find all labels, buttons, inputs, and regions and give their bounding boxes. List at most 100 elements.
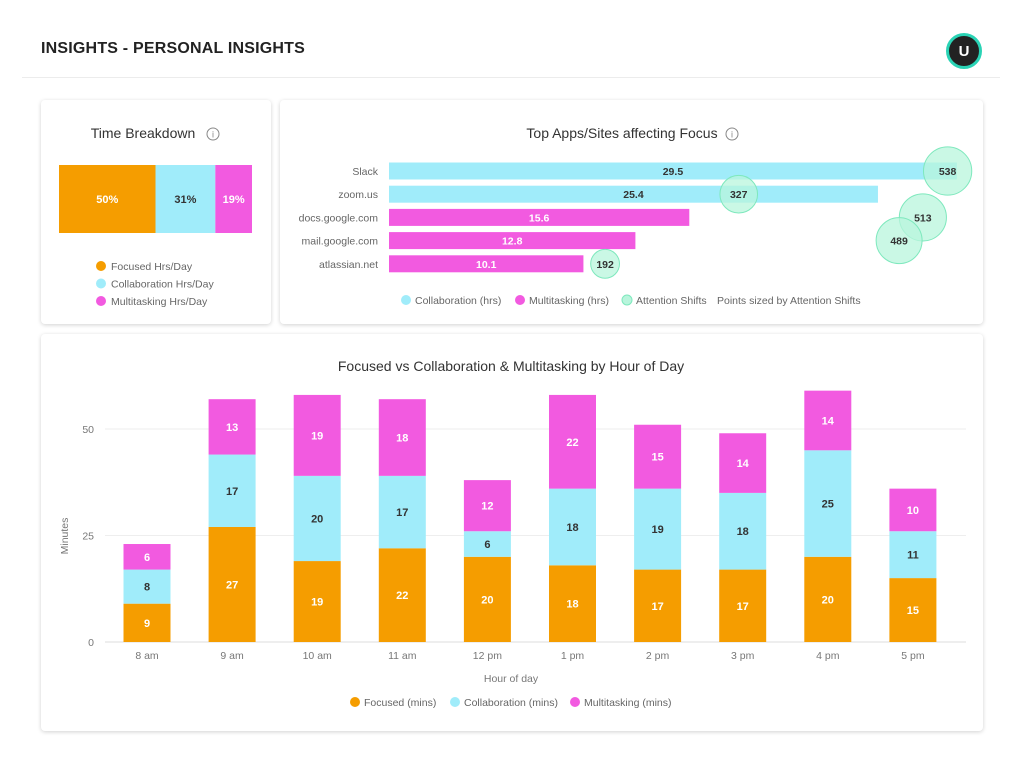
bar-value: 22 [566,437,578,449]
app-bar-collaboration[interactable] [389,162,957,180]
x-tick-label: 2 pm [646,650,670,662]
bar-multitasking[interactable] [719,433,767,493]
bar-value: 19 [311,597,323,609]
bar-multitasking[interactable] [293,394,341,476]
app-bar-value: 29.5 [663,166,684,178]
legend-dot-collaboration [96,278,106,289]
bar-multitasking[interactable] [634,424,682,489]
attention-bubble[interactable] [922,146,973,196]
bar-value: 25 [822,499,834,511]
attention-value: 327 [730,189,748,201]
bar-multitasking[interactable] [378,399,426,476]
bar-value: 17 [651,601,663,613]
bar-collaboration[interactable] [634,488,682,570]
app-bar-value: 25.4 [623,189,644,201]
bar-collaboration[interactable] [889,531,937,579]
legend-dot-focused [350,697,360,707]
app-bar-multitasking[interactable] [389,232,636,250]
bar-focused[interactable] [804,556,852,642]
bar-multitasking[interactable] [549,394,596,489]
attention-bubble[interactable] [875,217,923,265]
bar-value: 20 [481,594,493,606]
time-segment-multitasking[interactable] [215,165,252,233]
x-axis-label: Hour of day [484,673,539,685]
legend-dot-attention [621,294,633,306]
attention-bubble[interactable] [590,248,620,279]
bar-value: 20 [822,594,834,606]
bar-collaboration[interactable] [463,531,511,557]
time-segment-focused[interactable] [59,165,156,233]
x-tick-label: 11 am [388,650,417,662]
legend-dot-focused [96,261,106,271]
bar-focused[interactable] [463,556,511,642]
legend-label[interactable]: Collaboration (mins) [464,697,558,709]
legend-label[interactable]: Collaboration Hrs/Day [111,279,214,291]
bar-focused[interactable] [123,603,171,642]
bar-collaboration[interactable] [123,569,171,604]
bar-multitasking[interactable] [208,399,256,455]
bar-value: 6 [144,552,150,564]
legend-dot-collaboration [450,697,460,707]
bar-value: 13 [226,422,238,434]
bar-value: 19 [651,524,663,536]
bar-value: 15 [651,452,663,464]
bar-multitasking[interactable] [804,390,852,451]
time-segment-label: 31% [174,194,196,206]
y-tick-label: 25 [82,531,94,543]
bar-focused[interactable] [719,569,767,642]
bar-focused[interactable] [293,561,341,642]
app-bar-multitasking[interactable] [389,208,690,226]
bar-value: 10 [907,505,919,517]
info-icon-glyph: i [212,130,214,140]
x-tick-label: 9 am [220,650,244,662]
bar-collaboration[interactable] [208,454,256,527]
bar-value: 15 [907,605,919,617]
bar-value: 12 [481,501,493,513]
x-tick-label: 5 pm [901,650,925,662]
bar-collaboration[interactable] [549,488,596,566]
bar-collaboration[interactable] [378,475,426,549]
page-title: INSIGHTS - PERSONAL INSIGHTS [41,40,305,57]
bar-multitasking[interactable] [463,480,511,532]
bar-focused[interactable] [208,526,256,642]
bar-focused[interactable] [549,565,596,642]
attention-value: 489 [890,236,908,248]
legend-label[interactable]: Focused (mins) [364,697,436,709]
legend-dot-multitasking [96,296,106,306]
legend-label[interactable]: Multitasking Hrs/Day [111,296,208,308]
x-tick-label: 8 am [135,650,159,662]
time-segment-collaboration[interactable] [155,165,216,233]
bar-focused[interactable] [378,548,426,642]
bar-value: 27 [226,579,238,591]
legend-label[interactable]: Focused Hrs/Day [111,261,193,273]
legend-label[interactable]: Multitasking (hrs) [529,295,609,307]
bar-multitasking[interactable] [889,488,937,532]
bar-multitasking[interactable] [123,544,171,570]
info-icon[interactable] [725,127,739,141]
bar-value: 18 [566,522,578,534]
x-tick-label: 12 pm [473,650,502,662]
app-label: zoom.us [338,189,378,201]
legend-label[interactable]: Multitasking (mins) [584,697,672,709]
time-segment-label: 50% [96,194,118,206]
app-label: atlassian.net [319,259,378,271]
attention-bubble[interactable] [719,174,759,214]
info-icon[interactable] [206,127,220,141]
attention-value: 192 [596,259,614,271]
bar-value: 17 [737,601,749,613]
bar-collaboration[interactable] [804,450,852,557]
bar-focused[interactable] [889,578,937,642]
bar-value: 6 [484,539,490,551]
bar-value: 18 [566,599,578,611]
legend-label[interactable]: Attention Shifts [636,295,707,307]
avatar[interactable]: U [946,33,982,69]
bar-value: 17 [396,507,408,519]
legend-label[interactable]: Collaboration (hrs) [415,295,501,307]
bar-collaboration[interactable] [293,475,341,562]
legend-dot-collaboration [401,295,411,305]
x-tick-label: 4 pm [816,650,840,662]
bar-value: 19 [311,430,323,442]
bar-focused[interactable] [634,569,682,642]
bar-collaboration[interactable] [719,492,767,570]
app-bar-multitasking[interactable] [389,255,584,273]
